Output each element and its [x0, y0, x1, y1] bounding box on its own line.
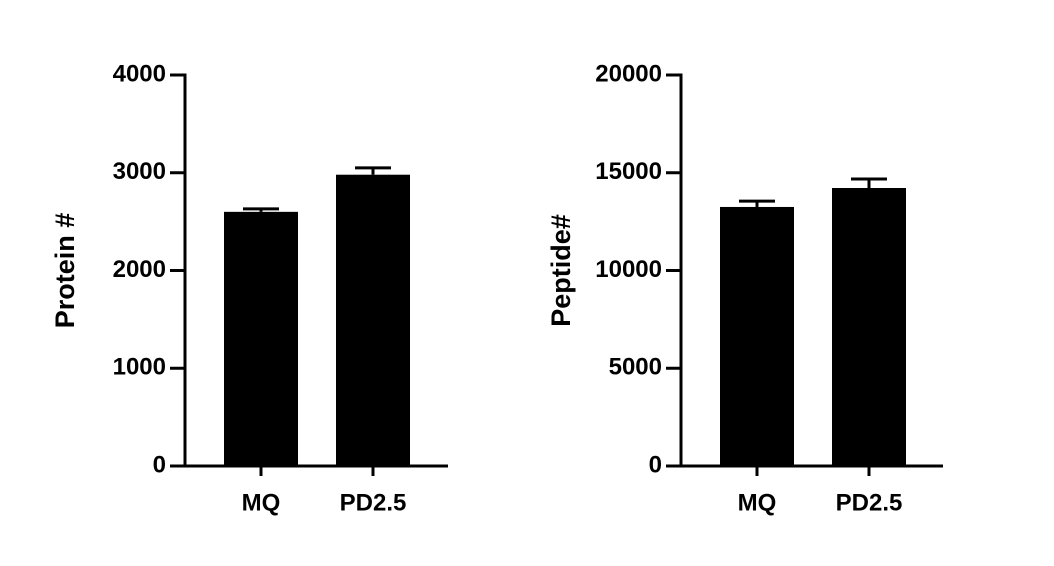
bar	[832, 187, 906, 466]
bar	[224, 211, 298, 466]
x-tick-label: PD2.5	[836, 489, 903, 516]
y-axis-label: Protein #	[50, 213, 80, 329]
y-tick-label: 0	[649, 451, 662, 478]
y-tick-label: 20000	[595, 60, 662, 87]
y-tick-label: 5000	[609, 354, 662, 381]
y-tick-label: 2000	[113, 256, 166, 283]
y-tick-label: 0	[153, 451, 166, 478]
x-tick-label: MQ	[242, 489, 281, 516]
x-tick-label: MQ	[738, 489, 777, 516]
bar	[720, 206, 794, 466]
x-tick-label: PD2.5	[340, 489, 407, 516]
y-tick-label: 15000	[595, 158, 662, 185]
bar	[336, 174, 410, 466]
y-axis-label: Peptide#	[546, 214, 576, 327]
y-tick-label: 4000	[113, 60, 166, 87]
y-tick-label: 10000	[595, 256, 662, 283]
y-tick-label: 1000	[113, 354, 166, 381]
y-tick-label: 3000	[113, 158, 166, 185]
